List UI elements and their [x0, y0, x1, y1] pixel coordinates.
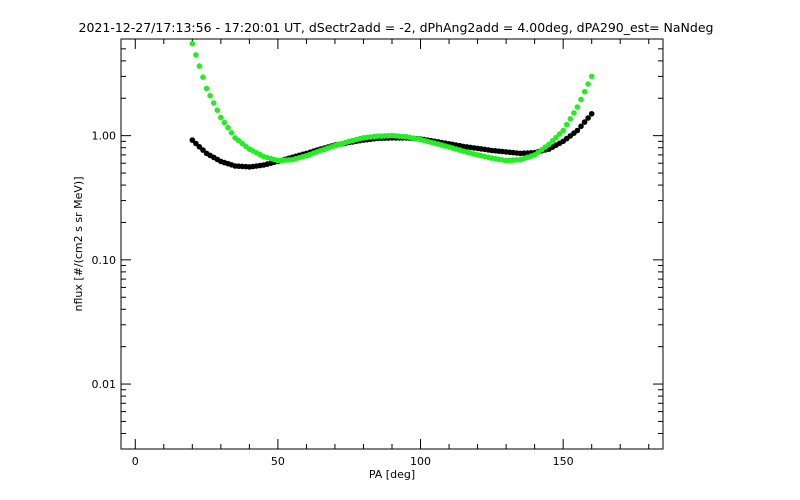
data-point: [193, 52, 199, 58]
data-point: [553, 134, 559, 141]
data-point: [581, 88, 588, 95]
data-point: [210, 100, 217, 106]
data-point: [585, 115, 591, 121]
x-axis-label: PA [deg]: [369, 468, 415, 481]
data-point: [560, 127, 566, 134]
data-point: [200, 147, 206, 153]
axis-ticks: 0 50 100 150 0.01 0.10 1.00: [92, 38, 663, 468]
data-point: [196, 144, 203, 150]
x-tick-label: 0: [132, 455, 139, 468]
y-tick-label: 1.00: [92, 130, 117, 143]
data-point: [546, 141, 552, 148]
data-point: [578, 123, 584, 130]
data-point: [225, 124, 231, 131]
data-point: [588, 73, 595, 80]
data-point: [221, 119, 228, 126]
data-point: [581, 119, 588, 125]
data-point: [189, 137, 196, 143]
data-point: [218, 114, 224, 121]
data-point: [193, 140, 199, 147]
data-point: [585, 81, 591, 87]
data-point: [203, 85, 210, 92]
data-point: [207, 92, 213, 99]
data-point: [556, 131, 563, 137]
x-tick-label: 100: [410, 455, 431, 468]
data-points: [189, 40, 595, 170]
y-axis-label: nflux [#/(cm2 s sr MeV)]: [72, 177, 85, 312]
x-tick-label: 50: [271, 455, 285, 468]
data-point: [196, 63, 203, 69]
data-point: [228, 130, 235, 136]
data-point: [574, 104, 581, 110]
data-point: [574, 127, 581, 134]
data-point: [563, 121, 570, 128]
data-point: [549, 138, 556, 144]
y-tick-label: 0.10: [92, 254, 117, 267]
data-point: [578, 96, 584, 103]
x-tick-label: 150: [553, 455, 574, 468]
series-0: [189, 111, 595, 170]
chart-title: 2021-12-27/17:13:56 - 17:20:01 UT, dSect…: [79, 20, 714, 35]
data-point: [214, 107, 221, 113]
data-point: [200, 74, 206, 80]
data-point: [571, 110, 577, 116]
series-1: [189, 40, 595, 164]
data-point: [567, 116, 574, 122]
data-point: [588, 111, 595, 117]
y-tick-label: 0.01: [92, 378, 117, 391]
data-point: [189, 40, 196, 47]
